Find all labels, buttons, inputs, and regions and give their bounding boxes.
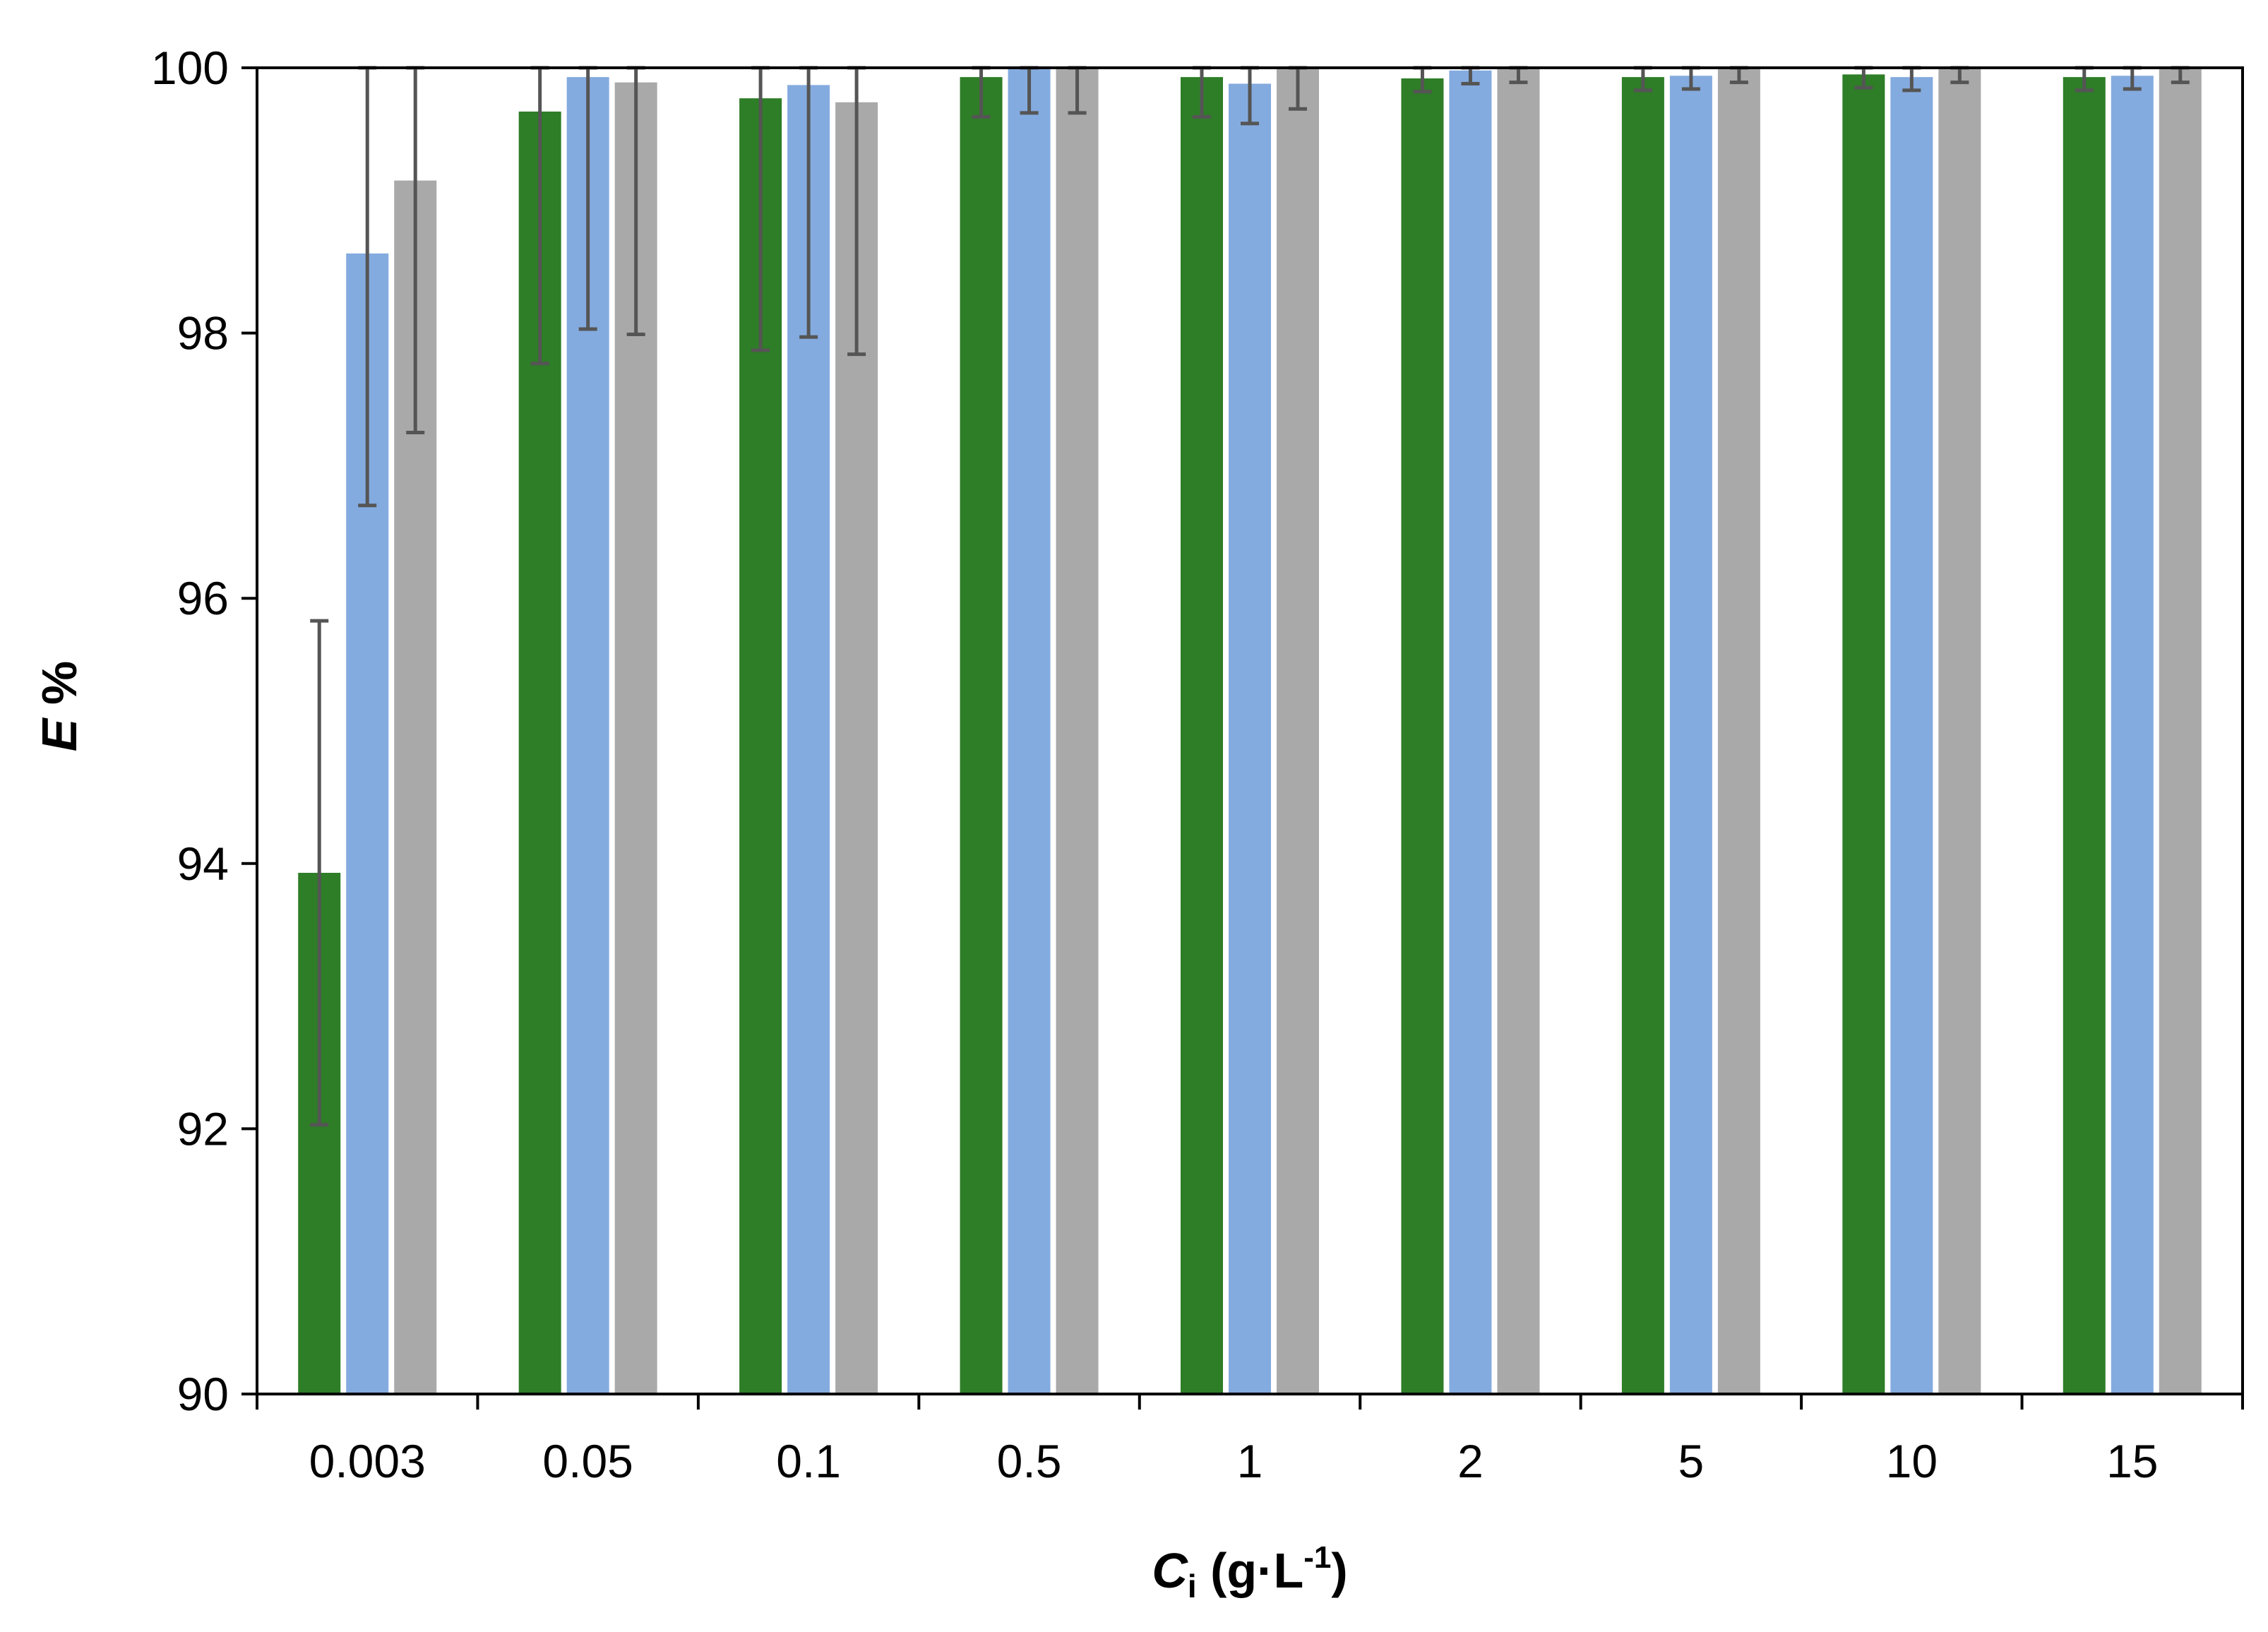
x-tick-label: 0.003 (309, 1435, 426, 1487)
y-axis-title: E % (32, 661, 87, 751)
x-tick-label: 1 (1237, 1435, 1263, 1487)
x-tick-label: 0.5 (997, 1435, 1062, 1487)
bar-series-3-10 (1938, 69, 1981, 1394)
x-tick-label: 0.1 (776, 1435, 841, 1487)
bar-series-1-15 (2063, 77, 2106, 1394)
bar-series-2-5 (1669, 76, 1712, 1395)
x-tick-label: 15 (2106, 1435, 2158, 1487)
bar-series-1-5 (1621, 77, 1664, 1394)
x-tick-label: 2 (1457, 1435, 1484, 1487)
x-tick-label: 10 (1886, 1435, 1938, 1487)
bar-series-2-10 (1890, 77, 1933, 1394)
bar-series-3-15 (2159, 69, 2202, 1394)
x-axis-title: Ci (g·L-1) (1152, 1540, 1347, 1604)
y-tick-label: 100 (151, 42, 229, 94)
plot-frame (256, 66, 2244, 1395)
y-tick-label: 98 (177, 307, 229, 359)
bar-series-3-2 (1497, 69, 1540, 1394)
bar-series-3-5 (1717, 69, 1760, 1394)
bar-series-2-15 (2111, 76, 2154, 1395)
tick-labels-layer: 90 92 94 96 98 100 0.003 0.05 0.1 0.5 1 2 5 10 15 (151, 42, 2159, 1487)
bar-series-2-2 (1449, 70, 1492, 1395)
bar-series-1-10 (1842, 74, 1885, 1394)
y-tick-label: 92 (177, 1102, 229, 1155)
bar-series-1-1 (1181, 77, 1223, 1394)
bar-series-3-1 (1277, 69, 1319, 1394)
bar-series-2-0.5 (1008, 69, 1051, 1394)
y-tick-label: 96 (177, 572, 229, 624)
bars-layer (298, 69, 2202, 1395)
bar-series-3-0.5 (1056, 69, 1099, 1394)
x-tick-label: 5 (1678, 1435, 1705, 1487)
y-tick-label: 94 (177, 838, 229, 890)
axes-layer (241, 66, 2244, 1410)
bar-series-1-2 (1401, 78, 1444, 1394)
y-tick-label: 90 (177, 1368, 229, 1420)
x-tick-label: 0.05 (542, 1435, 633, 1487)
bar-series-2-1 (1229, 83, 1271, 1394)
error-bar-series-1-0.003 (310, 619, 329, 1127)
bar-series-1-0.5 (960, 77, 1003, 1394)
